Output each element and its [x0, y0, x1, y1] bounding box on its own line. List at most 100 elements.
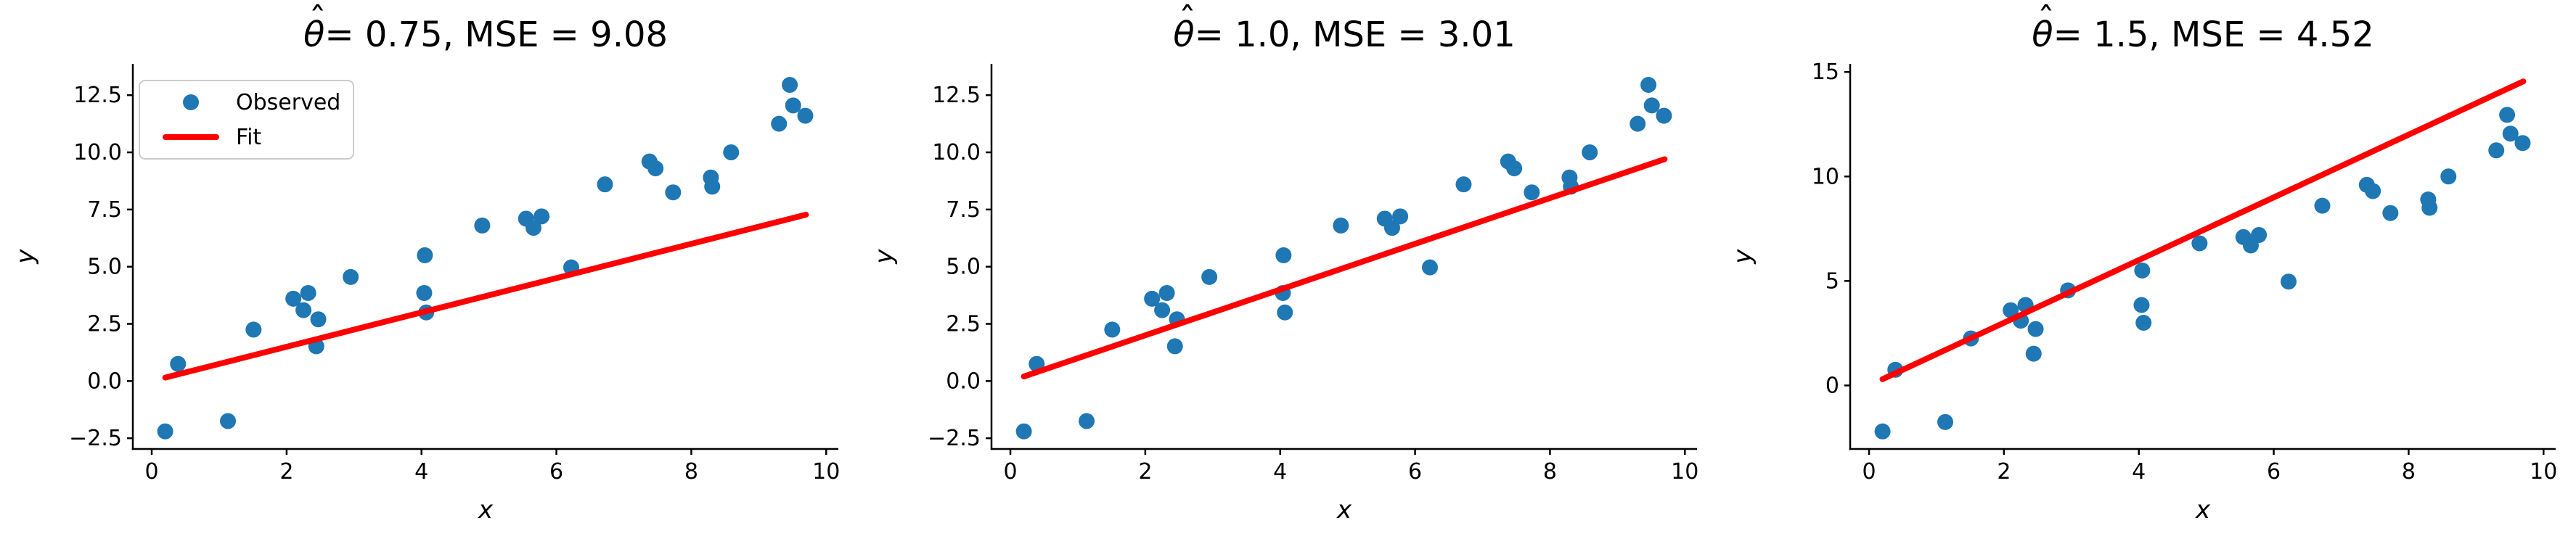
subplot-title-3: ˆ θ= 1.5, MSE = 4.52 — [1850, 3, 2556, 55]
y-tick-label: 7.5 — [87, 197, 122, 223]
scatter-point — [285, 290, 302, 307]
scatter-point — [295, 302, 312, 318]
subplot-theta-1-5: 0 2 4 6 8 10 0 5 10 15 x y ˆ θ= 1.5, MSE = 4.52 — [1717, 0, 2576, 544]
scatter-point — [525, 220, 541, 236]
legend-marker-box — [162, 94, 220, 110]
scatter-point — [2191, 235, 2208, 252]
scatter-point — [1455, 176, 1472, 193]
scatter-point — [665, 184, 682, 201]
scatter-point — [2365, 183, 2381, 199]
theta-glyph: θ — [2032, 15, 2053, 55]
legend-label-observed: Observed — [236, 89, 341, 115]
scatter-point — [2133, 297, 2150, 313]
scatter-point — [647, 160, 664, 177]
hat-accent: ˆ — [308, 0, 327, 41]
scatter-point — [2314, 197, 2331, 214]
scatter-point — [704, 178, 721, 195]
scatter-point — [771, 115, 788, 132]
y-tick-label: 10 — [1812, 164, 1839, 189]
plot-area-1: 0 2 4 6 8 10 −2.5 0.0 2.5 5.0 7.5 10.0 12.5 x y — [11, 64, 840, 524]
observed-point-marker-icon — [183, 94, 199, 110]
scatter-point — [1874, 423, 1891, 440]
legend-entry-fit: Fit — [162, 123, 353, 151]
scatter-point — [782, 77, 798, 94]
x-tick-label: 6 — [549, 459, 563, 485]
scatter-point — [2382, 205, 2399, 221]
subplot-title-1: ˆ θ= 0.75, MSE = 9.08 — [133, 3, 838, 55]
scatter-point — [1079, 413, 1095, 429]
scatter-point — [1582, 144, 1598, 161]
y-axis-label: y — [1728, 249, 1757, 265]
plot-area-2: 0 2 4 6 8 10 −2.5 0.0 2.5 5.0 7.5 10.0 12.5 x y — [870, 64, 1698, 524]
scatter-point — [1201, 268, 1218, 285]
x-tick-label: 6 — [2267, 459, 2281, 485]
y-tick-label: 12.5 — [73, 83, 122, 108]
x-tick-label: 10 — [1671, 459, 1698, 485]
subplot-theta-0-75: 0 2 4 6 8 10 −2.5 0.0 2.5 5.0 7.5 10.0 12.5 x y ˆ θ= 0.… — [0, 0, 859, 544]
scatter-point — [170, 355, 187, 372]
legend-box: Observed Fit — [139, 80, 354, 160]
scatter-point — [1630, 115, 1646, 132]
legend-marker-box — [162, 134, 220, 140]
scatter-point — [1015, 423, 1032, 440]
scatter-point — [416, 284, 433, 301]
scatter-point — [220, 413, 237, 429]
y-tick-label: 2.5 — [946, 312, 981, 337]
scatter-point — [1154, 302, 1171, 318]
scatter-point — [2421, 199, 2438, 216]
scatter-point — [2281, 273, 2297, 290]
x-tick-label: 2 — [279, 459, 293, 485]
scatter-point — [1275, 247, 1292, 263]
fit-line — [1021, 156, 1668, 380]
scatter-point — [474, 217, 491, 234]
scatter-point — [1640, 77, 1657, 94]
scatter-point — [1333, 217, 1349, 234]
scatter-point — [2502, 125, 2519, 142]
x-tick-label: 0 — [1862, 459, 1876, 485]
y-tick-label: 2.5 — [87, 312, 122, 337]
x-axis-label: x — [1336, 495, 1352, 524]
scatter-point — [797, 107, 814, 124]
legend-label-fit: Fit — [236, 124, 262, 150]
scatter-point — [417, 247, 433, 263]
scatter-point — [300, 284, 316, 301]
x-tick-label: 10 — [812, 459, 840, 485]
y-tick-label: 5 — [1825, 268, 1839, 294]
x-tick-label: 2 — [1138, 459, 1152, 485]
hat-accent: ˆ — [1178, 0, 1196, 41]
scatter-point — [2251, 226, 2268, 243]
fit-line — [1879, 78, 2527, 382]
scatter-point — [1643, 97, 1660, 114]
subplot-title-2: ˆ θ= 1.0, MSE = 3.01 — [991, 3, 1697, 55]
y-axis-label: y — [11, 249, 40, 265]
x-tick-label: 10 — [2530, 459, 2557, 485]
scatter-point — [2440, 168, 2457, 185]
scatter-point — [1937, 413, 1954, 430]
hat-accent: ˆ — [2037, 0, 2055, 41]
fit-line — [162, 211, 809, 381]
scatter-point — [1104, 321, 1121, 338]
scatter-point — [785, 97, 801, 114]
theta-glyph: θ — [1173, 15, 1195, 55]
y-tick-label: −2.5 — [928, 426, 981, 451]
scatter-point — [2499, 107, 2516, 123]
scatter-point — [2027, 321, 2044, 337]
scatter-point — [1383, 220, 1400, 236]
scatter-point — [2025, 345, 2042, 362]
subplot-theta-1-0: 0 2 4 6 8 10 −2.5 0.0 2.5 5.0 7.5 10.0 12.5 x y ˆ θ= 1.… — [859, 0, 1717, 544]
y-tick-label: 5.0 — [946, 255, 981, 280]
theta-glyph: θ — [303, 15, 325, 55]
scatter-point — [2488, 142, 2505, 159]
y-tick-label: 12.5 — [932, 83, 981, 108]
scatter-point — [1392, 208, 1409, 225]
scatter-point — [2134, 262, 2151, 279]
x-tick-label: 8 — [684, 459, 698, 485]
scatter-point — [2514, 135, 2531, 152]
y-tick-label: 10.0 — [73, 140, 122, 165]
x-tick-label: 0 — [144, 459, 158, 485]
x-tick-label: 8 — [1543, 459, 1557, 485]
